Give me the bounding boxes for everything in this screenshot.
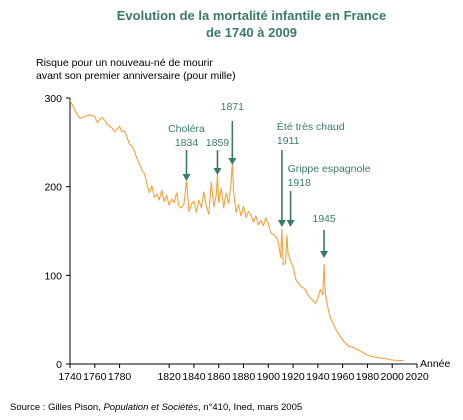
annotation-1918-line1: Grippe espagnole [288,163,371,175]
x-tick-label-1820: 1820 [157,371,181,383]
y-axis-label-line1: Risque pour un nouveau-né de mourir [36,57,213,69]
source-note: Source : Gilles Pison, Population et Soc… [10,402,302,413]
y-tick-label-100: 100 [44,270,62,282]
x-tick-label-1840: 1840 [182,371,206,383]
y-axis-label-line2: avant son premier anniversaire (pour mil… [36,70,236,82]
chart-title-line1: Evolution de la mortalité infantile en F… [116,8,387,23]
x-tick-label-1780: 1780 [108,371,132,383]
source-suffix: , n°410, Ined, mars 2005 [198,402,303,413]
annotation-arrowhead-1834 [182,174,191,181]
annotation-1834-line2: 1834 [175,137,199,149]
x-tick-label-1900: 1900 [257,371,281,383]
annotation-arrowhead-1918 [286,220,295,227]
x-tick-label-1960: 1960 [331,371,355,383]
y-tick-label-200: 200 [44,182,62,194]
x-tick-label-1920: 1920 [281,371,305,383]
x-tick-label-1940: 1940 [306,371,330,383]
annotation-arrowhead-1945 [320,251,329,258]
annotation-1834-line1: Choléra [168,123,205,135]
annotation-1918-line2: 1918 [288,177,312,189]
annotation-arrowhead-1871 [228,158,237,165]
chart-title-line2: de 1740 à 2009 [205,25,298,40]
x-tick-label-1880: 1880 [232,371,256,383]
y-tick-label-300: 300 [44,93,62,105]
source-prefix: Source : Gilles Pison, [10,402,104,413]
annotation-1871-line1: 1871 [221,101,245,113]
x-axis-label: Année [420,358,451,370]
annotation-1859-line1: 1859 [206,137,230,149]
source-publication: Population et Sociétés [103,402,199,413]
x-tick-label-2020: 2020 [405,371,429,383]
annotation-arrowhead-1911 [277,220,286,227]
annotation-1911-line2: 1911 [277,135,300,147]
annotation-arrowhead-1859 [213,168,222,175]
x-tick-label-1980: 1980 [356,371,380,383]
x-tick-label-2000: 2000 [381,371,405,383]
y-tick-label-0: 0 [56,359,62,371]
mortality-series-line [69,100,404,362]
annotation-1945-line1: 1945 [312,213,336,225]
annotation-1911-line1: Été très chaud [277,120,345,133]
x-tick-label-1860: 1860 [207,371,231,383]
x-tick-label-1760: 1760 [83,371,107,383]
x-tick-label-1740: 1740 [58,371,82,383]
